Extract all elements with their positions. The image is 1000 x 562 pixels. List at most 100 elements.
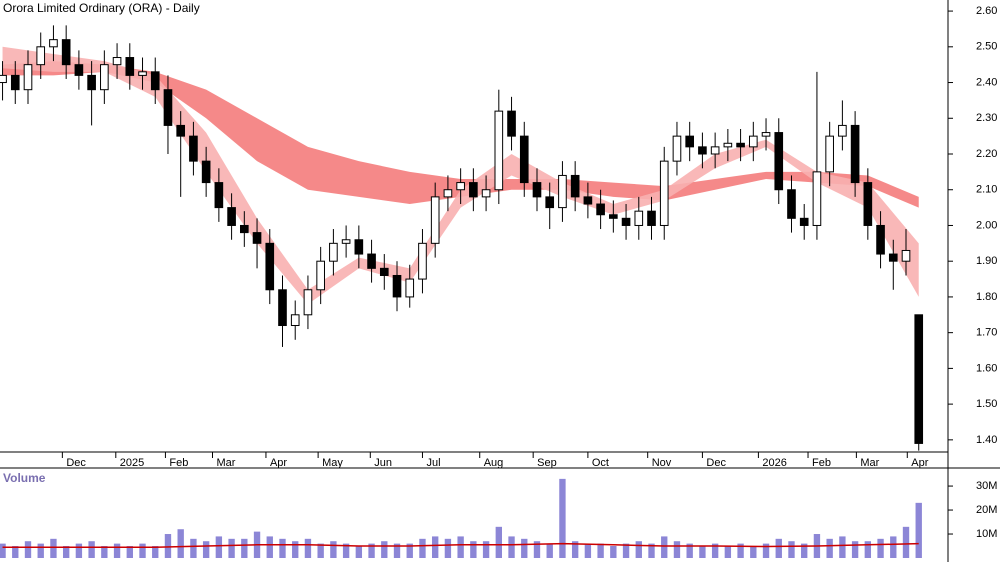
candle-body <box>723 142 733 148</box>
candle-body <box>100 64 109 91</box>
candle-body <box>698 146 707 155</box>
candle-body <box>430 196 440 244</box>
volume-bar <box>432 536 439 558</box>
volume-bar <box>381 541 388 558</box>
volume-bar <box>50 538 57 558</box>
candle-body <box>354 239 364 255</box>
candle-body <box>647 210 656 226</box>
y-tick-label: 2.50 <box>976 41 997 53</box>
candle-body <box>87 74 96 91</box>
x-tick-label: Dec <box>706 457 726 469</box>
candle-body <box>23 64 33 91</box>
candle-body <box>138 71 147 76</box>
candle-body <box>761 132 771 137</box>
volume-bar <box>190 538 197 558</box>
volume-bar <box>419 538 426 558</box>
volume-bar <box>241 538 248 558</box>
candle-body <box>303 289 313 316</box>
volume-bar <box>292 541 299 558</box>
x-tick-label: Nov <box>652 457 672 469</box>
volume-bar <box>508 536 515 558</box>
x-tick-label: Feb <box>812 457 831 469</box>
volume-bar <box>152 546 159 558</box>
candle-body <box>469 182 478 198</box>
candle-body <box>265 242 275 291</box>
candle-body <box>189 135 198 162</box>
candle-body <box>685 135 695 148</box>
candle-body <box>850 124 860 184</box>
volume-bar <box>673 541 681 558</box>
candle-body <box>774 132 784 191</box>
volume-bar <box>915 502 922 558</box>
volume-bar <box>533 541 541 558</box>
candle-body <box>888 253 898 262</box>
candle-body <box>341 239 351 244</box>
candle-body <box>914 314 924 444</box>
x-tick-label: Oct <box>592 457 609 469</box>
candle-body <box>519 135 529 184</box>
y-tick-label: 2.30 <box>976 112 997 124</box>
volume-bar <box>610 546 617 558</box>
candle-body <box>621 217 631 226</box>
candle-body <box>278 289 287 327</box>
volume-bar <box>139 543 146 558</box>
candle-body <box>379 267 389 276</box>
x-tick-label: Apr <box>911 457 928 469</box>
candle-body <box>329 242 338 262</box>
volume-bar <box>330 541 337 558</box>
candle-body <box>61 39 71 66</box>
volume-bar <box>762 543 770 558</box>
y-tick-label: 2.20 <box>976 148 997 160</box>
volume-bar <box>164 534 172 558</box>
candle-body <box>634 210 644 226</box>
volume-bar <box>661 536 668 558</box>
volume-bar <box>393 543 401 558</box>
volume-bar <box>699 546 706 558</box>
volume-bar <box>851 541 859 558</box>
volume-bar <box>88 541 95 558</box>
volume-bar <box>126 546 133 558</box>
x-tick-label: 2025 <box>120 457 144 469</box>
candle-body <box>583 196 593 205</box>
x-tick-label: Mar <box>860 457 879 469</box>
candle-body <box>316 260 325 291</box>
volume-bar <box>521 538 528 558</box>
volume-bar <box>839 536 846 558</box>
volume-bar <box>826 538 833 558</box>
candle-body <box>659 160 669 226</box>
candle-body <box>799 217 809 226</box>
volume-bar <box>368 543 375 558</box>
candle-body <box>609 214 618 219</box>
candle-body <box>443 189 453 198</box>
candle-body <box>214 182 224 209</box>
y-tick-label: 1.70 <box>976 327 997 339</box>
volume-bar <box>37 543 44 558</box>
volume-moving-average <box>2 542 919 548</box>
candle-body <box>825 135 834 173</box>
volume-bar <box>775 538 782 558</box>
candle-body <box>405 278 415 298</box>
candle-body <box>0 74 7 84</box>
candle-body <box>239 224 249 234</box>
candle-body <box>252 232 262 244</box>
volume-bar <box>737 543 744 558</box>
x-tick-label: Apr <box>270 457 287 469</box>
volume-bar <box>635 541 642 558</box>
candle-body <box>456 182 465 191</box>
volume-bar <box>864 541 872 558</box>
candle-body <box>558 174 567 209</box>
candle-body <box>74 64 84 76</box>
candle-body <box>863 182 873 226</box>
candle-body <box>418 242 427 280</box>
volume-bar <box>571 541 579 558</box>
candle-body <box>150 71 160 91</box>
volume-bar <box>788 541 795 558</box>
volume-bar <box>648 543 655 558</box>
volume-bar <box>279 538 286 558</box>
volume-bar <box>12 546 19 558</box>
volume-bar <box>559 478 566 558</box>
x-tick-label: Sep <box>537 457 557 469</box>
volume-bar <box>622 543 630 558</box>
candle-body <box>49 39 58 48</box>
